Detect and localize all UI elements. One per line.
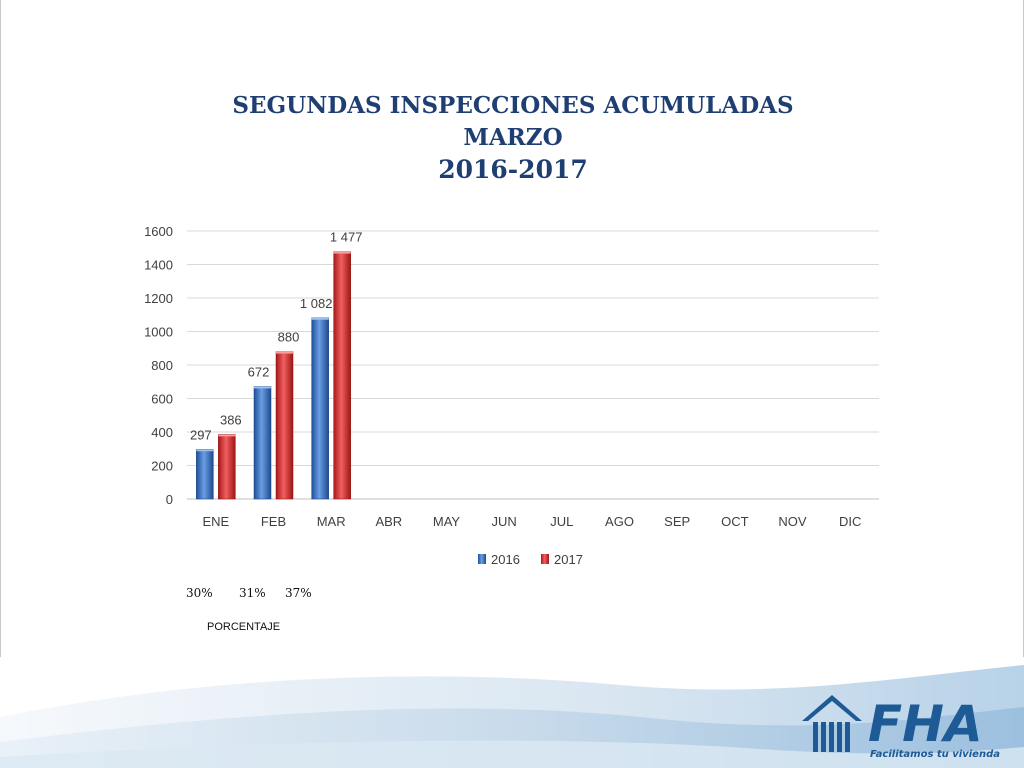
percentage-mar: 37% bbox=[285, 586, 312, 600]
data-label: 1 082 bbox=[300, 296, 333, 311]
x-tick-label: NOV bbox=[778, 514, 807, 529]
data-label: 297 bbox=[190, 427, 212, 442]
bar-top-highlight bbox=[333, 251, 351, 254]
percentage-feb: 31% bbox=[239, 586, 266, 600]
x-tick-label: OCT bbox=[721, 514, 749, 529]
legend-swatch-2016 bbox=[478, 554, 486, 564]
logo-text: FHA bbox=[868, 695, 983, 753]
legend-label-2016: 2016 bbox=[491, 552, 520, 567]
data-label: 386 bbox=[220, 412, 242, 427]
fha-logo: FHA Facilitamos tu vivienda bbox=[802, 695, 1000, 760]
x-tick-label: AGO bbox=[605, 514, 634, 529]
data-labels: 297 672 1 082 386 880 1 477 bbox=[190, 230, 362, 443]
percentage-ene: 30% bbox=[186, 586, 213, 600]
data-label: 880 bbox=[278, 330, 300, 345]
house-icon bbox=[802, 695, 862, 752]
x-tick-label: SEP bbox=[664, 514, 690, 529]
bar-2016-ene bbox=[196, 449, 214, 500]
slide-panel: SEGUNDAS INSPECCIONES ACUMULADAS MARZO 2… bbox=[0, 0, 1024, 657]
x-axis-ticks: ENE FEB MAR ABR MAY JUN JUL AGO SEP OCT NOV DIC bbox=[202, 514, 861, 529]
chart-subtitle-years: 2016-2017 bbox=[438, 155, 588, 184]
x-tick-label: JUL bbox=[550, 514, 573, 529]
x-tick-label: DIC bbox=[839, 514, 861, 529]
chart-title: SEGUNDAS INSPECCIONES ACUMULADAS bbox=[232, 92, 794, 119]
data-label: 1 477 bbox=[330, 230, 363, 245]
y-tick-label: 200 bbox=[151, 459, 173, 474]
y-tick-label: 1200 bbox=[144, 291, 173, 306]
legend-swatch-2017 bbox=[541, 554, 549, 564]
y-tick-label: 1000 bbox=[144, 325, 173, 340]
y-tick-label: 800 bbox=[151, 358, 173, 373]
footer-wave bbox=[0, 657, 1024, 768]
x-tick-label: ENE bbox=[202, 514, 229, 529]
x-tick-label: MAR bbox=[317, 514, 346, 529]
x-tick-label: FEB bbox=[261, 514, 286, 529]
x-tick-label: ABR bbox=[375, 514, 402, 529]
chart-subtitle-month: MARZO bbox=[463, 124, 563, 151]
footer-band: FHA Facilitamos tu vivienda bbox=[0, 657, 1024, 768]
y-tick-label: 1600 bbox=[144, 224, 173, 239]
bar-2017-feb bbox=[275, 351, 294, 500]
data-label: 672 bbox=[248, 364, 270, 379]
y-tick-label: 600 bbox=[151, 392, 173, 407]
y-tick-label: 400 bbox=[151, 425, 173, 440]
bars bbox=[196, 251, 351, 500]
y-axis-ticks: 0 200 400 600 800 1000 1200 1400 1600 bbox=[144, 224, 173, 507]
bar-2017-mar bbox=[333, 251, 351, 500]
x-tick-label: MAY bbox=[433, 514, 461, 529]
bar-top-highlight bbox=[218, 434, 236, 437]
x-tick-label: JUN bbox=[492, 514, 517, 529]
percentage-label: PORCENTAJE bbox=[207, 621, 281, 633]
bar-2016-mar bbox=[311, 317, 329, 500]
bar-top-highlight bbox=[254, 386, 271, 389]
y-tick-label: 1400 bbox=[144, 258, 173, 273]
bar-2017-ene bbox=[218, 434, 236, 500]
bar-top-highlight bbox=[196, 449, 214, 452]
bar-2016-feb bbox=[253, 386, 272, 500]
logo-slogan: Facilitamos tu vivienda bbox=[870, 749, 1000, 760]
bar-top-highlight bbox=[311, 317, 329, 320]
legend: 2016 2017 bbox=[478, 552, 583, 567]
bar-top-highlight bbox=[276, 351, 293, 354]
bar-chart: 0 200 400 600 800 1000 1200 1400 1600 297 672 1 08… bbox=[144, 224, 879, 567]
grid-lines bbox=[187, 230, 879, 500]
legend-label-2017: 2017 bbox=[554, 552, 583, 567]
y-tick-label: 0 bbox=[166, 492, 173, 507]
